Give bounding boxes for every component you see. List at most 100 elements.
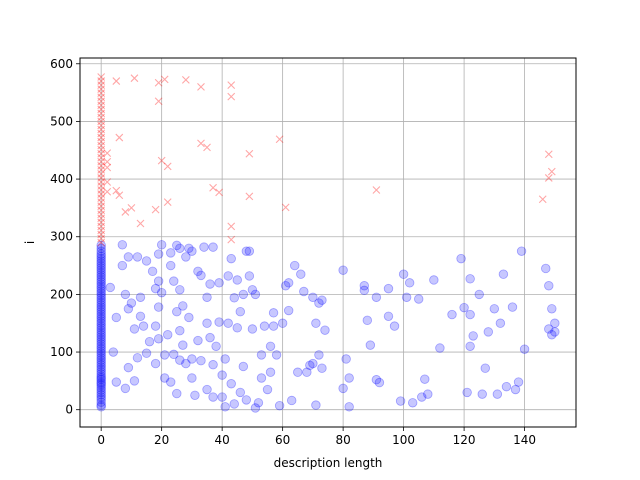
x-tick-label: 40 (215, 433, 230, 447)
data-point-cross (245, 149, 254, 158)
data-point-cross (97, 85, 106, 94)
data-point-circle (465, 274, 475, 284)
data-point-circle (96, 371, 106, 381)
x-tick-label: 60 (275, 433, 290, 447)
data-point-circle (187, 246, 197, 256)
data-point-circle (96, 377, 106, 387)
data-point-circle (96, 240, 106, 251)
data-point-circle (96, 350, 106, 361)
data-point-circle (96, 336, 106, 347)
data-point-circle (544, 324, 554, 334)
data-point-cross (97, 93, 106, 102)
data-point-circle (510, 384, 521, 395)
data-point-circle (223, 271, 233, 281)
data-point-circle (108, 347, 118, 357)
data-point-circle (96, 355, 106, 365)
data-point-circle (287, 395, 297, 406)
data-point-circle (193, 266, 203, 277)
data-point-cross (97, 161, 106, 170)
data-point-cross (372, 186, 381, 194)
x-tick-label: 140 (513, 433, 536, 447)
data-point-cross (97, 97, 106, 106)
data-point-cross (97, 218, 106, 227)
data-point-circle (96, 402, 106, 412)
data-point-cross (97, 109, 106, 118)
data-point-circle (96, 304, 106, 315)
data-point-circle (214, 317, 224, 327)
data-point-cross (97, 141, 106, 150)
data-point-circle (290, 260, 300, 271)
data-point-circle (435, 343, 445, 353)
data-point-circle (407, 398, 418, 408)
data-point-circle (96, 385, 106, 395)
data-point-circle (196, 355, 206, 366)
data-point-circle (96, 387, 106, 398)
data-point-circle (250, 403, 261, 413)
data-point-cross (97, 117, 106, 126)
data-point-circle (96, 309, 106, 319)
data-point-circle (229, 293, 239, 303)
data-point-circle (96, 316, 106, 326)
x-tick-label: 120 (453, 433, 476, 447)
data-point-circle (129, 324, 140, 334)
data-point-circle (202, 318, 212, 328)
data-point-circle (308, 358, 318, 369)
data-point-cross (538, 195, 547, 204)
data-point-cross (547, 167, 556, 176)
data-point-circle (414, 294, 424, 304)
data-point-circle (111, 312, 121, 323)
data-point-circle (96, 246, 106, 256)
data-point-circle (519, 344, 530, 354)
data-point-cross (197, 82, 205, 91)
data-point-cross (151, 205, 160, 214)
data-point-circle (169, 349, 179, 360)
data-point-circle (172, 240, 182, 251)
data-point-circle (241, 395, 252, 405)
data-point-cross (97, 153, 106, 162)
data-point-circle (184, 312, 194, 323)
data-point-circle (404, 278, 415, 288)
data-point-circle (172, 388, 182, 399)
data-point-cross (203, 143, 211, 152)
data-point-circle (147, 266, 158, 277)
data-point-cross (97, 182, 106, 190)
data-point-cross (121, 208, 130, 216)
data-point-circle (256, 350, 267, 360)
data-point-circle (96, 348, 106, 358)
data-point-cross (209, 183, 217, 192)
data-point-cross (97, 89, 106, 98)
data-point-circle (250, 289, 261, 300)
data-point-circle (120, 289, 131, 300)
data-point-cross (97, 222, 106, 231)
data-point-circle (208, 242, 218, 252)
data-point-cross (97, 113, 106, 122)
data-point-circle (217, 392, 227, 402)
data-point-circle (229, 399, 239, 409)
data-point-cross (97, 210, 106, 219)
data-point-circle (96, 297, 106, 308)
data-point-circle (129, 376, 140, 386)
data-point-circle (169, 276, 179, 286)
data-point-circle (401, 292, 412, 302)
data-point-cross (97, 174, 106, 182)
data-point-cross (136, 219, 145, 228)
data-point-cross (115, 133, 124, 142)
data-point-cross (97, 190, 106, 198)
data-point-cross (227, 81, 236, 89)
data-point-circle (296, 269, 306, 279)
grid-lines (80, 58, 576, 427)
data-point-cross (227, 235, 236, 244)
data-point-circle (359, 281, 369, 291)
data-point-circle (277, 318, 288, 328)
data-point-cross (103, 149, 112, 158)
axis-ticks: 0 20 40 60 80 100 120 140 0 100 200 300 400 500 600 (50, 57, 536, 447)
data-point-circle (172, 306, 182, 317)
data-point-circle (96, 369, 106, 379)
data-point-circle (96, 343, 106, 354)
data-point-circle (398, 269, 409, 279)
data-point-circle (96, 334, 106, 345)
data-point-cross (97, 133, 106, 142)
data-point-cross (97, 129, 106, 138)
data-point-cross (163, 198, 172, 207)
